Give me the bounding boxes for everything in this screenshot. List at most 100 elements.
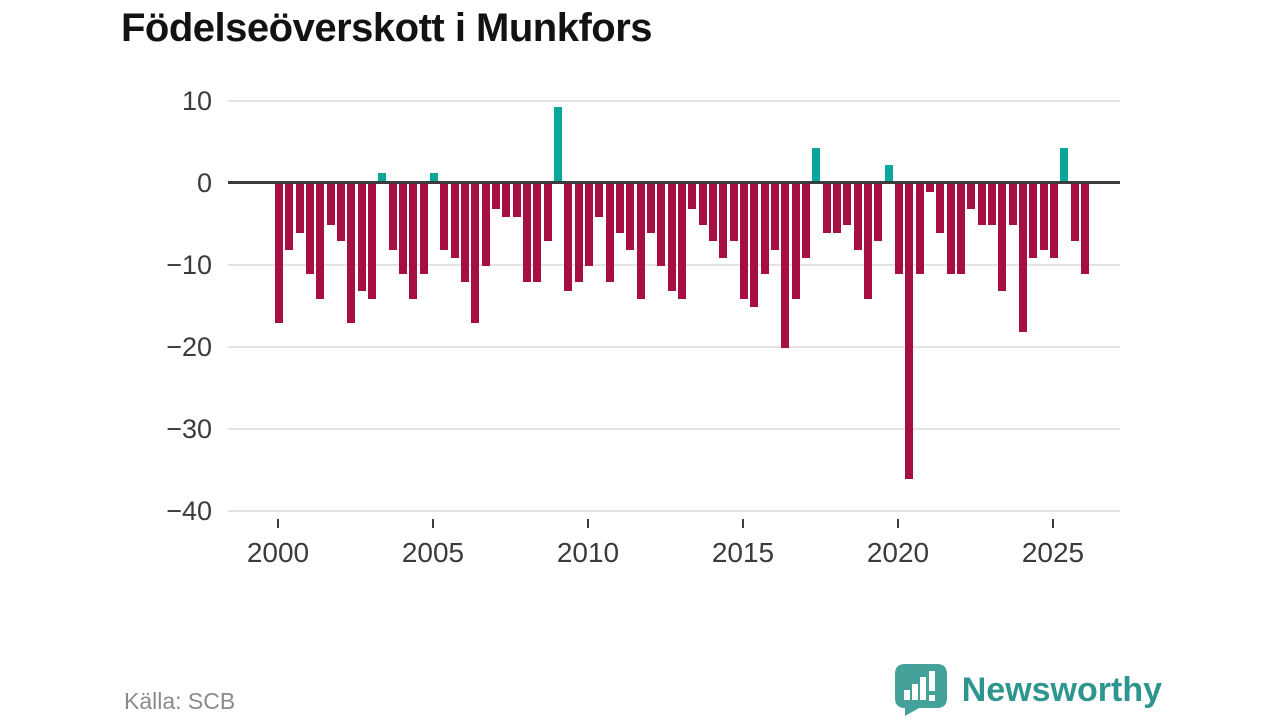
bar-positive xyxy=(1060,148,1069,181)
bar-negative xyxy=(946,184,955,275)
bar-negative xyxy=(874,184,883,242)
bar-negative xyxy=(791,184,800,299)
bar-negative xyxy=(719,184,728,258)
bar-negative xyxy=(337,184,345,242)
x-axis-tick xyxy=(1051,519,1054,528)
bar-negative xyxy=(306,184,314,275)
bar-negative xyxy=(636,184,645,299)
bar-negative xyxy=(512,184,521,217)
x-axis-tick xyxy=(277,519,279,528)
bar-negative xyxy=(316,184,325,299)
bar-negative xyxy=(605,184,614,283)
bar-negative xyxy=(647,184,655,234)
bar-negative xyxy=(388,184,397,250)
bar-negative xyxy=(450,184,459,258)
bar-negative xyxy=(533,184,542,283)
bar-negative xyxy=(833,184,841,234)
bar-negative xyxy=(957,184,965,275)
bar-negative xyxy=(915,184,924,275)
bar-negative xyxy=(461,184,469,283)
y-axis-tick-label: −30 xyxy=(166,414,212,444)
bar-negative xyxy=(543,184,552,242)
bar-negative xyxy=(843,184,852,225)
bar-negative xyxy=(574,184,583,283)
source-label: Källa: SCB xyxy=(124,688,236,714)
bar-negative xyxy=(853,184,862,250)
bar-negative xyxy=(864,184,872,299)
bar-positive xyxy=(430,172,438,181)
bar-negative xyxy=(1050,184,1058,258)
bar-negative xyxy=(781,184,790,348)
newsworthy-brand: Newsworthy xyxy=(894,663,1162,717)
bar-negative xyxy=(822,184,831,234)
bar-negative xyxy=(471,184,480,324)
bar-negative xyxy=(481,184,490,266)
bar-negative xyxy=(616,184,624,234)
x-axis-tick-label: 2010 xyxy=(556,537,620,568)
bar-positive xyxy=(812,148,821,181)
bar-negative xyxy=(347,184,356,324)
bar-negative xyxy=(998,184,1007,291)
bar-negative xyxy=(667,184,676,291)
y-axis-tick-label: −10 xyxy=(166,250,212,280)
bar-negative xyxy=(698,184,707,225)
y-axis-tick-label: −20 xyxy=(166,332,212,362)
newsworthy-logo-icon xyxy=(894,663,948,717)
bar-negative xyxy=(1039,184,1048,250)
x-axis-tick xyxy=(896,519,899,528)
bar-negative xyxy=(275,184,283,324)
bar-positive xyxy=(554,107,562,181)
bar-negative xyxy=(771,184,779,250)
zero-axis-line xyxy=(228,181,1120,184)
y-axis-tick-label: −40 xyxy=(166,496,212,526)
bar-negative xyxy=(1081,184,1089,275)
bar-negative xyxy=(729,184,738,242)
gridline xyxy=(228,428,1120,430)
bar-negative xyxy=(1070,184,1079,242)
x-axis-tick-label: 2025 xyxy=(1021,537,1085,568)
bar-negative xyxy=(564,184,573,291)
bar-negative xyxy=(926,184,934,193)
y-axis-tick-label: 0 xyxy=(196,168,212,198)
x-axis-tick xyxy=(741,519,744,528)
bar-negative xyxy=(409,184,418,299)
bar-negative xyxy=(1029,184,1038,258)
bar-negative xyxy=(750,184,759,307)
bar-negative xyxy=(285,184,294,250)
gridline xyxy=(228,346,1120,348)
bar-negative xyxy=(1008,184,1017,225)
bar-negative xyxy=(326,184,335,225)
bar-negative xyxy=(1019,184,1027,332)
bar-negative xyxy=(492,184,500,209)
bar-negative xyxy=(895,184,903,275)
x-axis-tick xyxy=(431,519,434,528)
bar-negative xyxy=(740,184,748,299)
bar-negative xyxy=(760,184,769,275)
x-axis-tick-label: 2015 xyxy=(711,537,775,568)
y-axis-tick-label: 10 xyxy=(181,86,212,116)
bar-negative xyxy=(967,184,976,209)
bar-negative xyxy=(419,184,428,275)
bar-negative xyxy=(802,184,810,258)
bar-negative xyxy=(688,184,697,209)
x-axis-tick-label: 2000 xyxy=(246,537,310,568)
brand-name: Newsworthy xyxy=(961,670,1162,709)
bar-negative xyxy=(523,184,531,283)
bar-negative xyxy=(295,184,304,234)
x-axis-tick-label: 2005 xyxy=(401,537,465,568)
bar-negative xyxy=(657,184,666,266)
bar-negative xyxy=(368,184,376,299)
bar-positive xyxy=(884,164,893,181)
bar-negative xyxy=(440,184,449,250)
bar-negative xyxy=(905,184,914,480)
bar-negative xyxy=(678,184,686,299)
bar-negative xyxy=(988,184,996,225)
gridline xyxy=(228,510,1120,512)
x-axis-tick-label: 2020 xyxy=(866,537,930,568)
bar-negative xyxy=(709,184,717,242)
bar-negative xyxy=(595,184,604,217)
bar-negative xyxy=(936,184,945,234)
bar-negative xyxy=(357,184,366,291)
bar-negative xyxy=(502,184,511,217)
